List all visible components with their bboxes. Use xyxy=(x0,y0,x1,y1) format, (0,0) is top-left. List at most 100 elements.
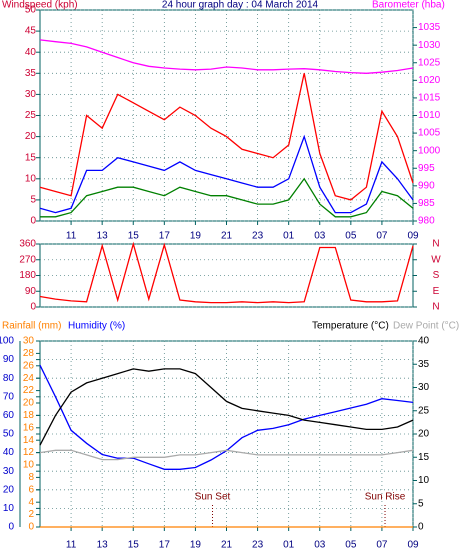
y2-tick-label: 980 xyxy=(418,216,435,227)
x-tick-label: 03 xyxy=(314,231,326,242)
y3-tick-label: 16 xyxy=(23,422,35,433)
y-tick-label: 100 xyxy=(0,336,14,347)
y-tick-label: 50 xyxy=(25,5,37,16)
y2-tick-label: 0 xyxy=(418,522,424,533)
y2-tick-label: 10 xyxy=(418,475,430,486)
series-header: Rainfall (mm) xyxy=(2,321,61,332)
y2-tick-label: 25 xyxy=(418,405,430,416)
y2-tick-label: 1010 xyxy=(418,110,441,121)
y-tick-label: 0 xyxy=(30,216,36,227)
y3-tick-label: 8 xyxy=(28,472,34,483)
x-tick-label: 05 xyxy=(345,231,357,242)
y-tick-label: 0 xyxy=(8,522,14,533)
series-line xyxy=(39,449,414,461)
y-tick-label: 40 xyxy=(3,447,15,458)
y2-tick-label: 990 xyxy=(418,180,435,191)
y3-tick-label: 0 xyxy=(28,522,34,533)
y2-tick-label: 35 xyxy=(418,359,430,370)
y2-tick-label: S xyxy=(433,270,440,281)
y-tick-label: 40 xyxy=(25,47,37,58)
x-tick-label: 21 xyxy=(221,231,233,242)
y-tick-label: 20 xyxy=(3,484,15,495)
y2-tick-label: W xyxy=(431,254,441,265)
series-line xyxy=(39,39,414,74)
x-tick-label: 15 xyxy=(128,231,140,242)
y2-label: Barometer (hba) xyxy=(372,0,445,11)
x-tick-label: 15 xyxy=(128,540,140,551)
y3-tick-label: 10 xyxy=(23,460,35,471)
y-tick-label: 25 xyxy=(25,110,37,121)
y-tick-label: 10 xyxy=(25,173,37,184)
series-header: Temperature (°C) xyxy=(312,321,389,332)
x-tick-label: 03 xyxy=(314,540,326,551)
x-tick-label: 21 xyxy=(221,540,233,551)
y-tick-label: 30 xyxy=(3,466,15,477)
x-tick-label: 17 xyxy=(159,540,171,551)
y3-tick-label: 28 xyxy=(23,348,35,359)
x-tick-label: 17 xyxy=(159,231,171,242)
y-tick-label: 5 xyxy=(30,195,36,206)
series-line xyxy=(40,177,414,218)
x-tick-label: 07 xyxy=(376,540,388,551)
series-header: Dew Point (°C) xyxy=(393,321,459,332)
y3-tick-label: 12 xyxy=(23,447,35,458)
x-tick-label: 19 xyxy=(190,231,202,242)
series-line xyxy=(39,368,414,446)
y3-tick-label: 24 xyxy=(23,373,35,384)
y-tick-label: 270 xyxy=(19,254,36,265)
y-tick-label: 360 xyxy=(19,239,36,250)
y3-tick-label: 26 xyxy=(23,360,35,371)
y2-tick-label: 1035 xyxy=(418,22,441,33)
y2-tick-label: 1015 xyxy=(418,93,441,104)
y2-tick-label: 30 xyxy=(418,382,430,393)
y-tick-label: 30 xyxy=(25,89,37,100)
y2-tick-label: 985 xyxy=(418,198,435,209)
y2-tick-label: 15 xyxy=(418,452,430,463)
y2-tick-label: 995 xyxy=(418,163,435,174)
x-tick-label: 23 xyxy=(252,540,264,551)
x-tick-label: 11 xyxy=(66,540,77,551)
series-line xyxy=(39,241,414,304)
y3-tick-label: 6 xyxy=(28,484,34,495)
y3-tick-label: 22 xyxy=(23,385,35,396)
x-tick-label: 19 xyxy=(190,540,202,551)
x-tick-label: 07 xyxy=(376,231,388,242)
y-tick-label: 0 xyxy=(30,302,36,313)
y2-tick-label: 1025 xyxy=(418,57,441,68)
y-tick-label: 80 xyxy=(3,373,15,384)
y-tick-label: 90 xyxy=(3,354,15,365)
y2-tick-label: 5 xyxy=(418,498,424,509)
y3-tick-label: 20 xyxy=(23,398,35,409)
y-tick-label: 20 xyxy=(25,131,37,142)
y-tick-label: 35 xyxy=(25,68,37,79)
y2-tick-label: N xyxy=(432,239,439,250)
y-tick-label: 15 xyxy=(25,152,37,163)
series-header: Humidity (%) xyxy=(68,321,125,332)
y-tick-label: 60 xyxy=(3,410,15,421)
title: 24 hour graph day : 04 March 2014 xyxy=(162,0,319,11)
y2-tick-label: E xyxy=(433,286,440,297)
x-tick-label: 05 xyxy=(345,540,357,551)
y-label: Windspeed (kph) xyxy=(2,0,78,11)
x-tick-label: 09 xyxy=(407,540,419,551)
series-line xyxy=(39,73,414,201)
y2-tick-label: 20 xyxy=(418,429,430,440)
y2-tick-label: 1030 xyxy=(418,40,441,51)
y-tick-label: 90 xyxy=(25,286,37,297)
y2-tick-label: N xyxy=(432,302,439,313)
annotation: Sun Set xyxy=(195,492,231,503)
x-tick-label: 13 xyxy=(97,231,109,242)
y2-tick-label: 1020 xyxy=(418,75,441,86)
y-tick-label: 45 xyxy=(25,26,37,37)
y3-tick-label: 18 xyxy=(23,410,35,421)
y3-tick-label: 2 xyxy=(28,509,34,520)
y-tick-label: 180 xyxy=(19,270,36,281)
annotation: Sun Rise xyxy=(365,492,406,503)
y-tick-label: 50 xyxy=(3,429,15,440)
x-tick-label: 23 xyxy=(252,231,264,242)
y3-tick-label: 14 xyxy=(23,435,35,446)
x-tick-label: 13 xyxy=(97,540,109,551)
y-tick-label: 70 xyxy=(3,391,15,402)
